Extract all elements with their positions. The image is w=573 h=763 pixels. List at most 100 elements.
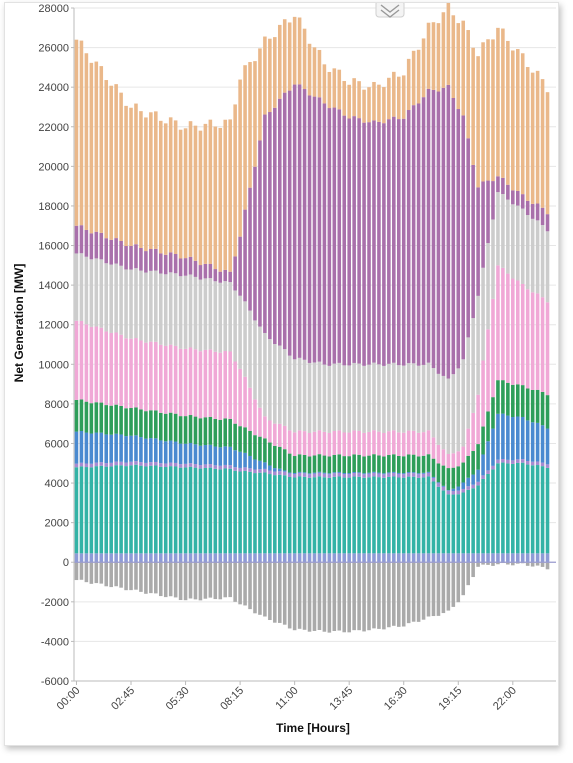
bar-segment-green — [198, 418, 203, 446]
bar-segment-orange — [372, 81, 376, 121]
bar-segment-teal — [277, 474, 282, 554]
bar-segment-gray — [362, 365, 366, 433]
bar-column — [382, 87, 386, 630]
bar-column — [198, 130, 203, 601]
bar-column — [149, 112, 153, 594]
bar-segment-teal — [342, 477, 347, 554]
bar-segment-green — [292, 456, 297, 473]
bar-segment-purple — [307, 95, 312, 363]
bar-segment-orange — [421, 38, 426, 98]
bar-segment-negative — [188, 562, 193, 599]
bar-segment-purple — [545, 214, 550, 232]
bar-segment-thin-purple — [471, 484, 475, 489]
bar-segment-blue — [466, 477, 470, 487]
bar-segment-gray — [228, 282, 232, 352]
bar-segment-purple — [377, 121, 381, 365]
bar-segment-negative — [287, 562, 292, 629]
bar-segment-base — [193, 553, 198, 563]
bar-segment-blue — [496, 413, 500, 460]
bar-segment-orange — [292, 16, 297, 85]
bar-segment-thin-purple — [139, 462, 143, 466]
bar-segment-orange — [401, 75, 406, 119]
bar-segment-blue — [243, 452, 247, 468]
bar-segment-negative — [129, 562, 133, 591]
bar-segment-blue — [491, 428, 495, 466]
bar-segment-purple — [292, 84, 297, 360]
y-tick-label: 2000 — [45, 518, 69, 530]
bar-segment-thin-purple — [426, 472, 431, 477]
bar-segment-teal — [79, 466, 84, 554]
bar-segment-blue — [416, 473, 421, 475]
bar-segment-blue — [129, 435, 133, 462]
bar-segment-gray — [302, 359, 307, 432]
bar-segment-teal — [273, 475, 277, 554]
bar-segment-green — [203, 417, 208, 446]
bar-segment-pink — [109, 332, 113, 406]
bar-column — [114, 84, 118, 587]
bar-segment-purple — [282, 92, 287, 350]
bar-segment-thin-purple — [193, 464, 198, 468]
bar-segment-green — [461, 462, 466, 483]
bar-segment-purple — [198, 265, 203, 280]
bar-segment-gray — [416, 365, 421, 433]
zoom-handle-box[interactable] — [375, 3, 405, 18]
bar-segment-purple — [287, 90, 292, 356]
bar-segment-thin-purple — [79, 462, 84, 467]
bar-segment-gray — [387, 363, 391, 432]
bar-segment-pink — [332, 430, 337, 455]
bar-segment-thin-purple — [501, 458, 505, 463]
bar-segment-green — [451, 467, 456, 489]
bar-segment-negative — [168, 562, 173, 597]
bar-segment-purple — [233, 256, 237, 291]
zoom-handle[interactable] — [375, 3, 405, 18]
bar-segment-gray — [396, 365, 401, 433]
bar-segment-thin-purple — [173, 462, 178, 467]
bar-segment-green — [183, 416, 188, 444]
bar-segment-green — [421, 455, 426, 473]
bar-segment-gray — [287, 355, 292, 431]
bar-column — [248, 62, 252, 610]
bar-column — [481, 42, 485, 565]
bar-segment-pink — [506, 273, 510, 383]
bar-column — [208, 119, 213, 598]
bar-segment-negative — [481, 562, 485, 565]
bar-segment-green — [312, 455, 317, 473]
bar-segment-negative — [337, 562, 342, 631]
bar-segment-orange — [173, 120, 178, 254]
bar-segment-teal — [297, 476, 302, 554]
bar-segment-pink — [124, 338, 128, 409]
bar-segment-blue — [258, 460, 262, 470]
bar-segment-base — [396, 553, 401, 563]
bar-segment-base — [525, 553, 530, 563]
bar-segment-gray — [511, 204, 515, 279]
bar-segment-base — [357, 553, 361, 563]
bar-segment-teal — [168, 466, 173, 554]
bar-column — [372, 81, 376, 629]
bar-segment-orange — [119, 92, 123, 241]
bar-segment-base — [491, 553, 495, 563]
bar-segment-base — [277, 553, 282, 563]
bar-segment-negative — [446, 562, 451, 611]
bar-column — [99, 66, 104, 584]
bar-segment-teal — [337, 476, 342, 554]
bar-segment-thin-purple — [104, 463, 109, 467]
bar-segment-purple — [357, 118, 361, 364]
bar-segment-pink — [357, 430, 361, 455]
bar-segment-base — [322, 553, 327, 563]
bar-segment-pink — [114, 332, 118, 405]
bar-segment-teal — [436, 486, 441, 554]
bar-segment-green — [481, 426, 485, 455]
bar-segment-blue — [352, 471, 356, 473]
bar-column — [302, 28, 307, 630]
bar-segment-orange — [392, 71, 396, 117]
bar-segment-pink — [525, 289, 530, 389]
bar-segment-green — [476, 444, 480, 470]
bar-segment-negative — [89, 562, 94, 584]
bar-segment-blue — [144, 438, 148, 463]
bar-segment-negative — [530, 562, 535, 567]
bar-segment-purple — [352, 116, 356, 363]
bar-segment-green — [129, 408, 133, 436]
bar-segment-pink — [491, 298, 495, 398]
bar-segment-gray — [277, 345, 282, 424]
bar-segment-teal — [426, 476, 431, 554]
